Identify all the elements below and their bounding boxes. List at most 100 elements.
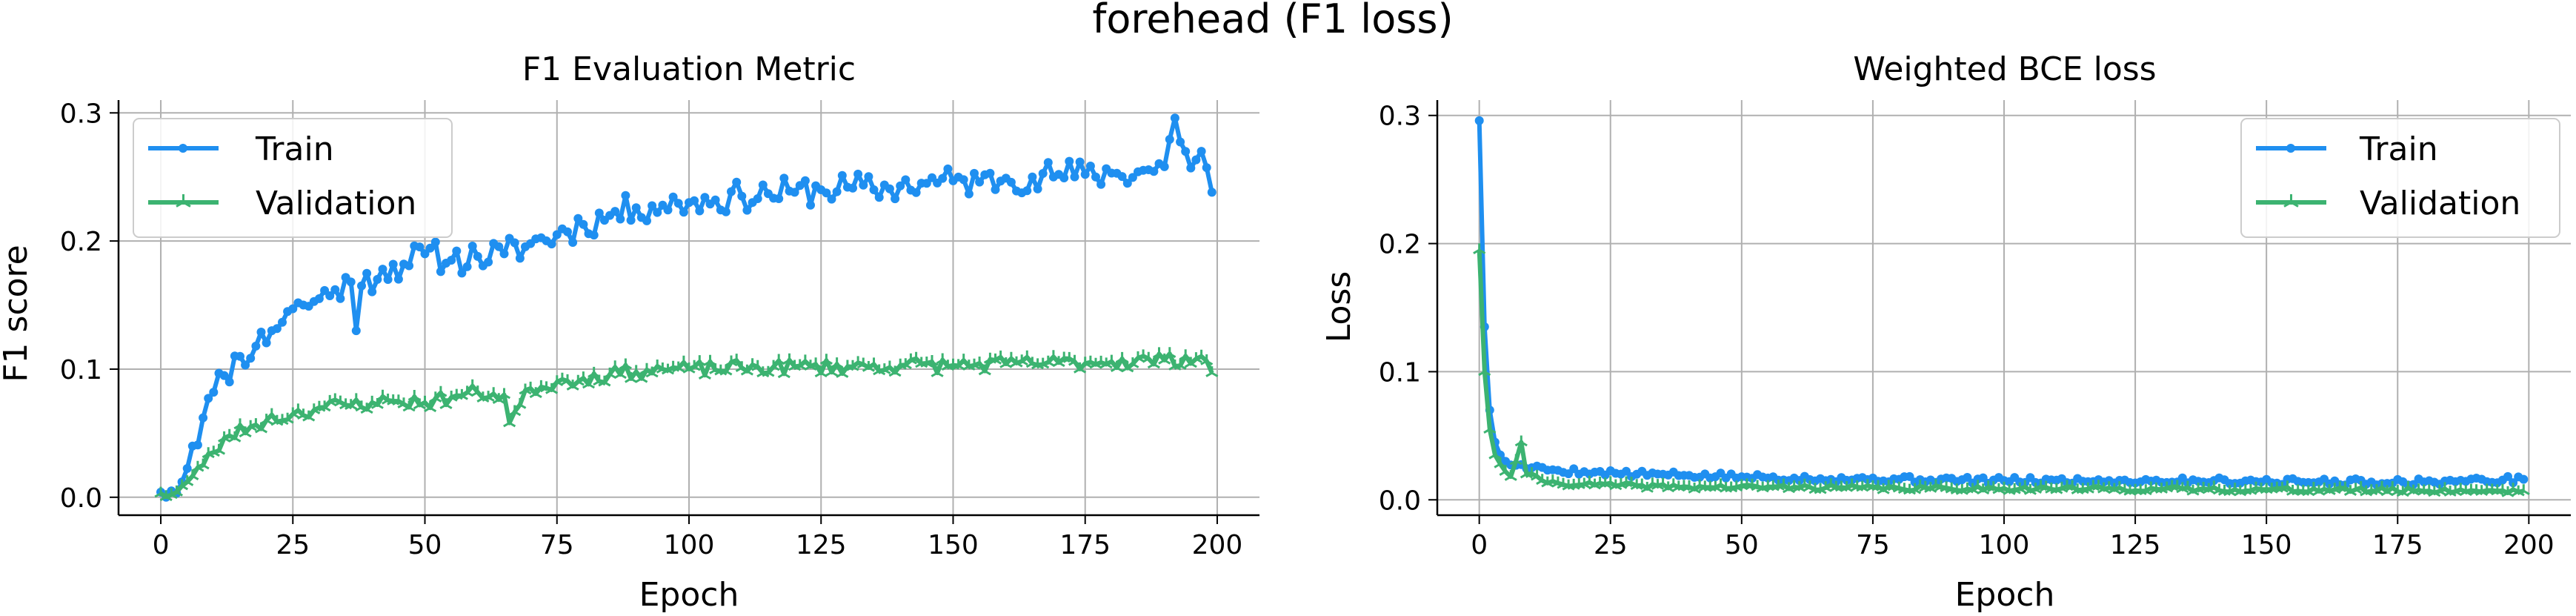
x-tick-label: 75 (540, 530, 574, 560)
data-point (346, 277, 356, 287)
data-point (425, 243, 435, 253)
data-point (251, 341, 261, 351)
f1-metric-chart: F1 Evaluation Metric Epoch F1 score 0 25 5… (0, 50, 1259, 614)
data-point (1509, 454, 1522, 466)
data-point (1483, 423, 1497, 434)
data-point (790, 188, 799, 197)
data-point (964, 189, 974, 199)
data-point (621, 191, 630, 200)
data-point (710, 195, 720, 205)
data-point (272, 324, 282, 334)
data-point (642, 216, 651, 225)
y-tick-label: 0.0 (60, 483, 102, 514)
data-point (1065, 156, 1074, 166)
data-point (405, 261, 414, 271)
data-point (901, 175, 911, 185)
data-point (582, 377, 596, 389)
data-point (1191, 155, 1201, 165)
data-point (891, 194, 900, 204)
data-point (742, 205, 752, 215)
y-tick-label: 0.0 (1379, 486, 1421, 516)
data-point (1117, 172, 1127, 182)
x-axis-label: Epoch (639, 576, 739, 614)
data-point (1080, 170, 1090, 179)
data-point (2509, 478, 2518, 488)
data-point (219, 371, 229, 380)
data-point (1202, 163, 1211, 173)
y-tick-label: 0.1 (60, 355, 102, 385)
data-point (985, 168, 995, 178)
data-point (1022, 186, 1032, 196)
data-point (256, 328, 266, 337)
data-point (1205, 366, 1219, 377)
data-point (278, 317, 287, 327)
data-point (631, 203, 641, 213)
series-validation (154, 347, 1219, 502)
data-point (721, 207, 730, 216)
data-point (1197, 147, 1206, 156)
data-point (2519, 474, 2529, 484)
series-layer (1473, 116, 2530, 497)
series-line-validation (159, 351, 1214, 500)
x-tick-label: 200 (2503, 530, 2555, 560)
data-point (457, 268, 467, 278)
data-point (1085, 162, 1095, 170)
data-point (209, 388, 219, 397)
data-point (732, 177, 742, 187)
grid (1437, 100, 2571, 515)
data-point (2503, 471, 2512, 481)
data-point (616, 214, 625, 224)
y-ticks: 0.0 0.1 0.2 0.3 (60, 99, 119, 514)
data-point (695, 206, 705, 216)
data-point (1059, 173, 1069, 182)
data-point (212, 443, 226, 455)
figure-title: forehead (F1 loss) (1092, 0, 1453, 42)
y-tick-label: 0.2 (60, 227, 102, 257)
data-point (373, 274, 382, 284)
data-point (978, 364, 991, 376)
bce-loss-chart: Weighted BCE loss Epoch Loss 0 25 50 75 100 1… (1320, 50, 2571, 614)
data-point (1504, 470, 1517, 481)
x-tick-label: 75 (1856, 530, 1890, 560)
data-point (1075, 157, 1085, 167)
x-tick-label: 125 (2110, 530, 2161, 560)
data-point (497, 388, 511, 400)
y-tick-label: 0.2 (1379, 230, 1421, 260)
data-point (484, 257, 493, 267)
y-tick-label: 0.3 (60, 99, 102, 129)
data-point (452, 246, 462, 256)
x-tick-label: 175 (2372, 530, 2423, 560)
data-point (737, 191, 747, 201)
data-point (1905, 471, 1914, 481)
data-point (991, 185, 1000, 194)
y-axis-label: Loss (1320, 271, 1358, 343)
legend-validation-marker (176, 194, 191, 208)
data-point (814, 366, 828, 378)
data-point (1963, 473, 1972, 482)
series-train (1474, 116, 2529, 490)
data-point (848, 183, 857, 193)
data-point (753, 194, 762, 203)
data-point (831, 357, 844, 368)
data-point (1070, 172, 1079, 182)
data-point (351, 326, 361, 336)
data-point (579, 219, 588, 229)
data-point (1176, 137, 1185, 147)
data-point (653, 208, 662, 217)
data-point (434, 385, 447, 397)
grid (119, 100, 1259, 515)
data-point (896, 181, 905, 191)
data-point (1038, 169, 1048, 178)
x-tick-label: 125 (796, 530, 847, 560)
legend-validation-marker (2283, 194, 2299, 208)
data-point (931, 366, 944, 377)
data-point (196, 458, 210, 470)
data-point (679, 208, 688, 217)
data-point (832, 187, 842, 196)
data-point (563, 227, 572, 236)
x-tick-label: 50 (1725, 530, 1759, 560)
data-point (690, 196, 699, 205)
data-point (837, 170, 847, 180)
legend: Train Validation (2240, 118, 2560, 238)
data-point (1122, 179, 1132, 188)
